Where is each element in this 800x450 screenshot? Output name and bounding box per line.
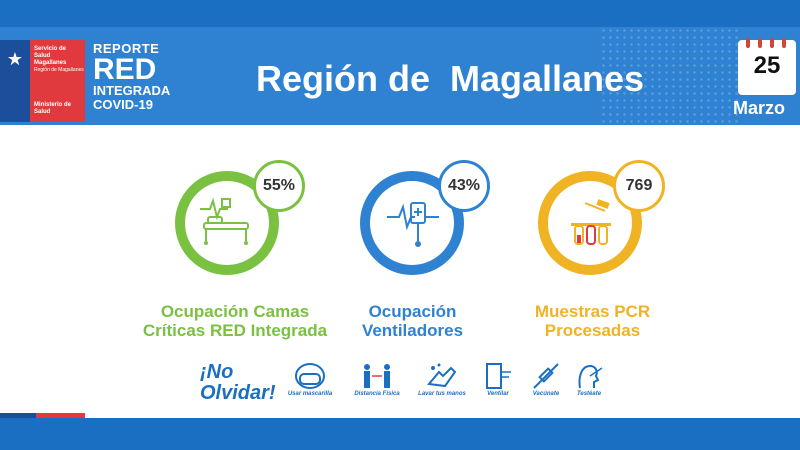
header-bar	[0, 27, 800, 125]
top-band	[0, 0, 800, 27]
calendar-icon	[738, 40, 796, 95]
kpi-beds-label: Ocupación Camas Críticas RED Integrada	[142, 302, 328, 340]
health-service-logo: ★ Servicio de Salud Magallanes Región de…	[0, 40, 85, 122]
kpi-ventilators-label: Ocupación Ventiladores	[361, 302, 464, 340]
reminders-title: ¡No Olvidar!	[200, 361, 276, 404]
report-line1: REPORTE	[93, 41, 160, 56]
logo-ministry-text: Ministerio de Salud	[34, 102, 72, 115]
reminder-ventilate: Ventilar	[483, 362, 513, 397]
kpi-pcr-label: Muestras PCR Procesadas	[534, 302, 651, 340]
pcr-test-tubes-icon	[565, 197, 617, 254]
report-line2: RED	[93, 53, 157, 86]
flag-stripe-red	[36, 413, 85, 418]
star-icon: ★	[6, 49, 24, 69]
report-title-block: REPORTE RED INTEGRADA COVID-19	[93, 42, 170, 112]
hospital-bed-icon	[198, 195, 256, 252]
bottom-band	[0, 418, 800, 450]
window-icon	[486, 363, 511, 389]
reminder-vaccinate: Vacúnate	[530, 362, 562, 397]
kpi-ventilators-value: 43%	[438, 160, 490, 212]
calendar-day: 25	[753, 52, 781, 79]
report-line4: COVID-19	[93, 97, 153, 112]
logo-service-text: Servicio de Salud Magallanes Región de M…	[34, 46, 84, 73]
region-title: Región de Magallanes	[255, 58, 645, 99]
calendar-month: Marzo	[733, 98, 786, 118]
reminder-handwash: Lavar tus manos	[418, 362, 466, 397]
report-line3: INTEGRADA	[93, 83, 171, 98]
syringe-icon	[533, 363, 559, 389]
distance-icon	[364, 364, 390, 388]
header-dot-pattern	[600, 27, 740, 125]
swab-test-icon	[578, 364, 603, 389]
kpi-beds-value: 55%	[253, 160, 305, 212]
mask-icon	[295, 363, 325, 389]
reminder-mask: Usar mascarilla	[288, 362, 332, 397]
hand-wash-icon	[427, 363, 457, 388]
ventilator-icon	[385, 195, 441, 256]
kpi-pcr-value: 769	[613, 160, 665, 212]
reminder-test: Testéate	[574, 362, 604, 397]
flag-stripe-blue	[0, 413, 36, 418]
reminder-distance: Distancia Física	[354, 362, 400, 397]
